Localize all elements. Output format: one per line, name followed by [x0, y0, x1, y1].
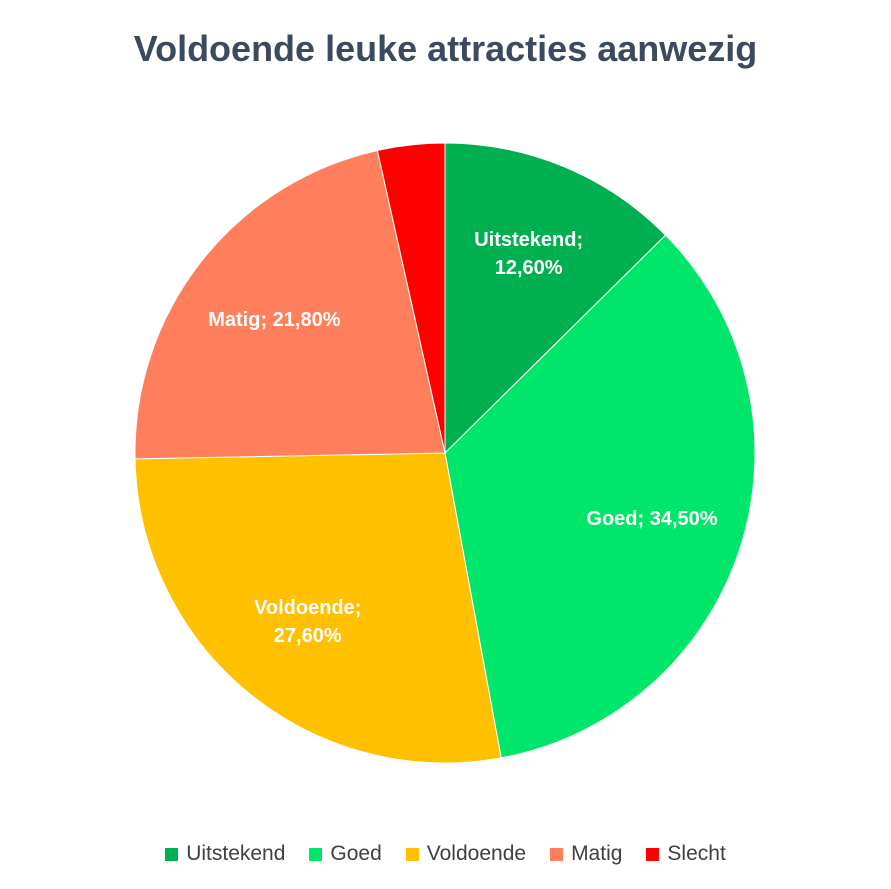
pie-slice-goed: [444, 234, 756, 759]
data-label-matig: Matig; 21,80%: [208, 309, 340, 331]
legend-label: Voldoende: [426, 842, 527, 865]
legend-label: Goed: [330, 842, 382, 865]
legend-swatch: [405, 847, 419, 861]
legend-swatch: [309, 847, 323, 861]
pie-slice-voldoende: [134, 452, 502, 764]
legend-label: Slecht: [667, 842, 726, 865]
legend-item-matig: Matig: [550, 842, 622, 866]
pie-slice-slecht: [376, 142, 446, 454]
data-label-voldoende: Voldoende; 27,60%: [254, 597, 361, 647]
legend-swatch: [165, 847, 179, 861]
legend-item-goed: Goed: [309, 842, 382, 866]
data-label-goed: Goed; 34,50%: [586, 508, 717, 530]
legend-label: Uitstekend: [186, 842, 286, 865]
pie-slice-matig: [134, 149, 446, 460]
chart-title: Voldoende leuke attracties aanwezig: [133, 28, 758, 69]
data-label-uitstekend: Uitstekend; 12,60%: [474, 229, 583, 279]
legend-item-uitstekend: Uitstekend: [165, 842, 285, 866]
chart-legend: Uitstekend Goed Voldoende Matig Slecht: [0, 842, 891, 866]
legend-swatch: [646, 847, 660, 861]
legend-item-slecht: Slecht: [646, 842, 726, 866]
legend-swatch: [550, 847, 564, 861]
legend-item-voldoende: Voldoende: [405, 842, 527, 866]
legend-label: Matig: [571, 842, 623, 865]
pie-slice-uitstekend: [444, 142, 667, 455]
